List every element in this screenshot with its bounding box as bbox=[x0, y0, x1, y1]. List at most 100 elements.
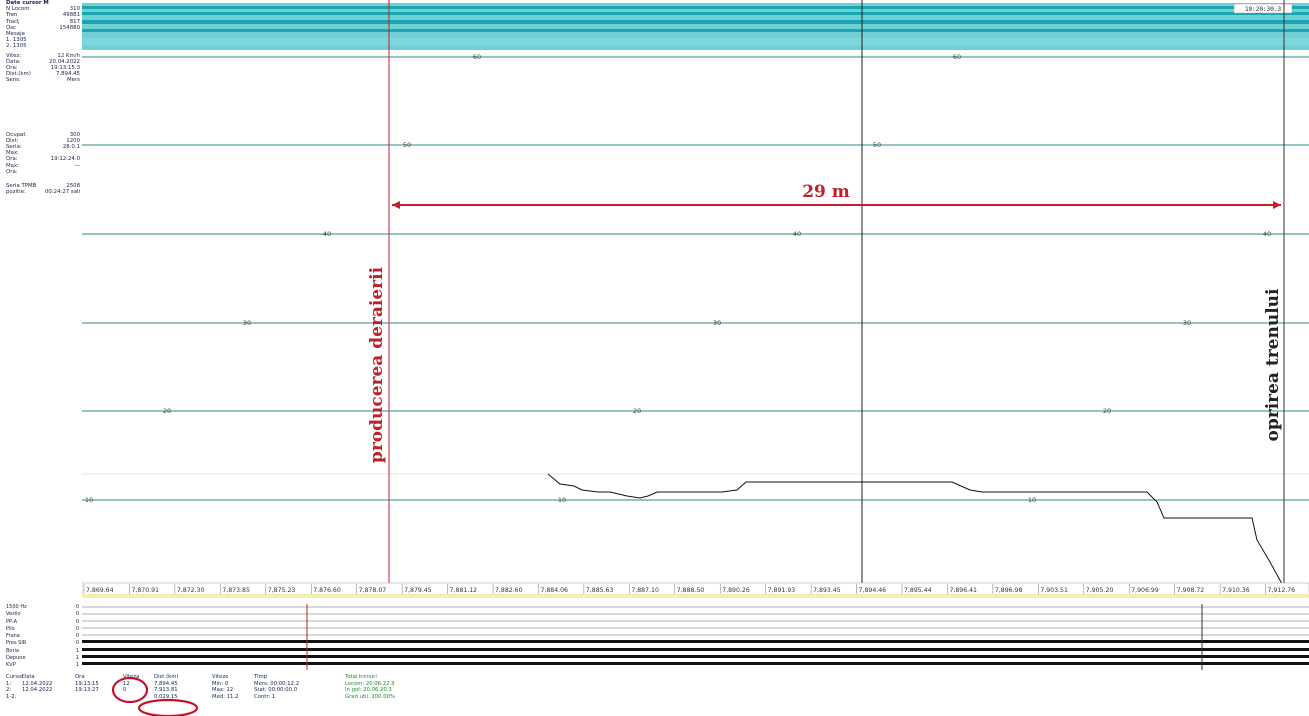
occupancy-info-value: 300 bbox=[69, 131, 80, 138]
x-tick-label: 7,910.36 bbox=[1222, 587, 1250, 594]
signal-channel-row: Vezilo 0 bbox=[0, 611, 82, 618]
signal-channel-name: Pres SIR bbox=[6, 640, 27, 647]
x-tick-label: 7,872.30 bbox=[177, 587, 205, 594]
top-band-stripe-4 bbox=[82, 29, 1309, 32]
x-tick-label: 7,876.60 bbox=[313, 587, 341, 594]
occupancy-info-key: Dist: bbox=[6, 137, 19, 144]
x-tick-label: 7,873.85 bbox=[222, 587, 250, 594]
signal-channel-labels: 1500 Hz 0 Vezilo 0 PP-A 0 Pilo 0 Frana 0 Pres SIR 0… bbox=[0, 604, 82, 704]
channel-bar-1 bbox=[82, 640, 1309, 643]
locomotive-info-row: Tren 49881 bbox=[0, 12, 82, 18]
status-col-dist: Dist.(km) 7,894.45 7,913.81 0,029.15 bbox=[154, 674, 179, 700]
x-tick-label: 7,869.64 bbox=[86, 587, 114, 594]
signal-channel-name: Frana bbox=[6, 633, 20, 640]
messages-label: Mesaje bbox=[6, 31, 25, 38]
occupancy-info-key: Max: bbox=[6, 162, 19, 169]
signal-channel-name: Boria bbox=[6, 647, 19, 654]
signal-channel-name: KVP bbox=[6, 662, 16, 669]
signal-channel-value: 0 bbox=[75, 625, 79, 632]
signal-channel-row: Depune 1 bbox=[0, 655, 82, 662]
level-10-label-2: 10 bbox=[558, 496, 566, 504]
signal-channel-value: 1 bbox=[75, 662, 79, 669]
series-info: Seria TPMB 2508 pozitie: 00:24:27 sali bbox=[0, 183, 82, 195]
speed-info-row: Vitez: 12 Km/h bbox=[0, 53, 82, 59]
speed-info-value: Mers bbox=[67, 77, 80, 84]
level-10-label-3: 10 bbox=[1028, 496, 1036, 504]
top-time: 19:20:30.3 bbox=[1245, 6, 1282, 13]
occupancy-info-row: Dist: 1200 bbox=[0, 138, 82, 144]
level-40-label-1: 40 bbox=[323, 230, 331, 238]
x-tick-label: 7,879.45 bbox=[404, 587, 432, 594]
level-40-label-2: 40 bbox=[793, 230, 801, 238]
speed-recording-chart[interactable]: 19:20:30.3 60 60 50 50 40 40 40 30 30 30… bbox=[82, 0, 1309, 598]
signal-channel-row: Pilo 0 bbox=[0, 626, 82, 633]
locomotive-info-row: N Locom 310 bbox=[0, 6, 82, 12]
occupancy-info-row: Seria: 28.0.1 bbox=[0, 144, 82, 150]
x-tick-label: 7,878.07 bbox=[359, 587, 387, 594]
x-tick-label: 7,870.91 bbox=[131, 587, 159, 594]
x-tick-label: 7,903.51 bbox=[1040, 587, 1068, 594]
x-tick-label: 7,896.41 bbox=[949, 587, 977, 594]
locomotive-info-value: 49881 bbox=[62, 12, 80, 19]
channel-bar-2 bbox=[82, 648, 1309, 651]
speed-info-row: Data: 20.04.2022 bbox=[0, 59, 82, 65]
signal-channel-value: 0 bbox=[75, 640, 79, 647]
x-axis-ticks: 7,869.64 7,870.91 7,872.30 7,873.85 7,875.23… bbox=[83, 584, 1296, 594]
level-30-label-3: 30 bbox=[1183, 319, 1191, 327]
locomotive-info-key: Tracţ bbox=[6, 18, 20, 25]
x-tick-label: 7,884.06 bbox=[540, 587, 568, 594]
top-time-box bbox=[1233, 3, 1293, 14]
signal-channel-row: Boria 1 bbox=[0, 648, 82, 655]
x-tick-label: 7,893.45 bbox=[813, 587, 841, 594]
level-20-label-2: 20 bbox=[633, 407, 641, 415]
level-50-label-2: 50 bbox=[873, 141, 881, 149]
speed-info: Vitez: 12 Km/h Data: 20.04.2022 Ora: 19:13:15… bbox=[0, 53, 82, 84]
speed-info-value: 19:13:15.3 bbox=[50, 65, 80, 72]
locomotive-info-key: N Locom bbox=[6, 6, 30, 13]
occupancy-info-row: Max: bbox=[0, 150, 82, 156]
locomotive-info-key: Tren bbox=[6, 12, 18, 19]
speed-info-key: Data: bbox=[6, 58, 21, 65]
message-item: 2. 1305 bbox=[6, 43, 27, 50]
level-60-label-1: 60 bbox=[473, 53, 481, 61]
occupancy-info-value: 1200 bbox=[66, 137, 80, 144]
train-stop-label: oprirea trenului bbox=[1263, 288, 1283, 442]
signal-channel-value: 0 bbox=[75, 611, 79, 618]
speed-info-key: Vitez: bbox=[6, 52, 22, 59]
cursor-data-panel: Date cursor M N Locom 310 Tren 49881 Tracţ 81… bbox=[0, 0, 82, 598]
distance-label: 29 m bbox=[802, 182, 850, 202]
top-band-stripe-5 bbox=[82, 38, 1309, 45]
signal-channel-name: Depune bbox=[6, 655, 26, 662]
locomotive-info-key: Osc bbox=[6, 24, 17, 31]
speed-info-row: Dist.(km) 7,894.45 bbox=[0, 71, 82, 77]
message-item: 1. 1305 bbox=[6, 37, 27, 44]
occupancy-info-value: 19:12:24.0 bbox=[50, 156, 80, 163]
series-info-key: pozitie: bbox=[6, 189, 26, 196]
x-tick-label: 7,890.26 bbox=[722, 587, 750, 594]
x-tick-label: 7,882.60 bbox=[495, 587, 523, 594]
x-tick-label: 7,895.44 bbox=[904, 587, 932, 594]
x-tick-label: 7,896.98 bbox=[995, 587, 1023, 594]
x-tick-label: 7,908.72 bbox=[1177, 587, 1205, 594]
level-60-label-2: 60 bbox=[953, 53, 961, 61]
locomotive-info-value: 817 bbox=[69, 18, 80, 25]
status-col-viteza: Viteza 12 0 bbox=[123, 674, 140, 693]
top-band-stripe-1 bbox=[82, 6, 1309, 9]
signal-channel-value: 1 bbox=[75, 655, 79, 662]
occupancy-info-row: Ocupat 300 bbox=[0, 132, 82, 138]
locomotive-info-row: Osc 154880 bbox=[0, 25, 82, 31]
channel-bar-3 bbox=[82, 655, 1309, 658]
derailment-label: producerea deraierii bbox=[367, 266, 387, 463]
x-tick-label: 7,912.76 bbox=[1268, 587, 1296, 594]
status-col-ora: Ora 19:13:15 19:13:27 bbox=[75, 674, 99, 693]
speed-info-key: Ora: bbox=[6, 65, 18, 72]
status-col-total: Total trenuri Locom: 20.06.22.3 In gol: … bbox=[345, 674, 395, 700]
x-tick-label: 7,888.50 bbox=[677, 587, 705, 594]
level-40-label-3: 40 bbox=[1263, 230, 1271, 238]
level-50-label-1: 50 bbox=[403, 141, 411, 149]
occupancy-info-row: Max: — bbox=[0, 163, 82, 169]
signal-channel-value: 0 bbox=[75, 604, 79, 610]
messages-list: 1. 1305 2. 1305 bbox=[0, 37, 82, 49]
signal-channel-row: 1500 Hz 0 bbox=[0, 604, 82, 611]
level-20-label-3: 20 bbox=[1103, 407, 1111, 415]
